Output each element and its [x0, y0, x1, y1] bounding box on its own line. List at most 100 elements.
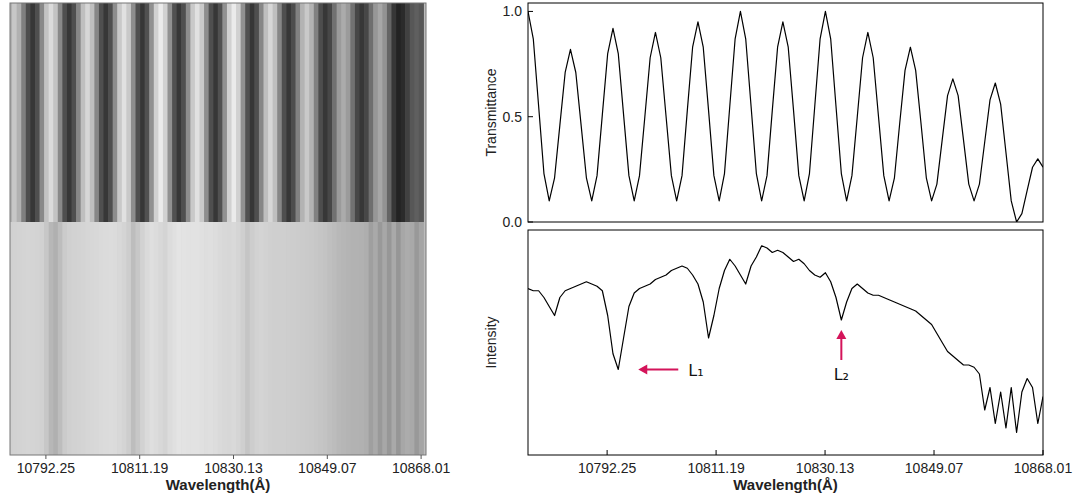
fringe-cell	[222, 3, 227, 222]
y-tick	[528, 11, 533, 12]
fringe-cell	[232, 3, 237, 222]
spectrum-cell	[158, 222, 163, 455]
spectrum-cell	[222, 222, 227, 455]
fringe-cell	[410, 3, 415, 222]
x-tick	[421, 455, 422, 459]
fringe-cell	[154, 3, 159, 222]
fringe-cell	[104, 3, 109, 222]
x-tick-label: 10792.25	[578, 460, 637, 476]
annotation: L₂	[834, 330, 849, 384]
fringe-cell	[391, 3, 396, 222]
fringe-cell	[241, 3, 246, 222]
spectrum-cell	[378, 222, 383, 455]
image-ground	[10, 3, 426, 455]
spectrum-cell	[85, 222, 90, 455]
x-tick	[139, 455, 140, 459]
spectrum-cell	[273, 222, 278, 455]
spectrum-cell	[232, 222, 237, 455]
fringe-cell	[346, 3, 351, 222]
fringe-cell	[44, 3, 49, 222]
fringe-cell	[259, 3, 264, 222]
fringe-cell	[181, 3, 186, 222]
spectrum-cell	[355, 222, 360, 455]
x-tick	[45, 455, 46, 459]
series	[528, 11, 1043, 222]
spectrum-cell	[90, 222, 95, 455]
fringe-cell	[85, 3, 90, 222]
spectrum-cell	[323, 222, 328, 455]
y-tick-label: 0.0	[503, 214, 523, 230]
fringe-cell	[355, 3, 360, 222]
fringe-cell	[58, 3, 63, 222]
spectrum-cell	[154, 222, 159, 455]
annotation-label: L₁	[688, 361, 703, 380]
spectrum-cell	[401, 222, 406, 455]
data-line	[528, 246, 1043, 433]
fringe-cell	[337, 3, 342, 222]
spectrum-cell	[346, 222, 351, 455]
fringe-cell	[359, 3, 364, 222]
spectrum-cell	[149, 222, 154, 455]
spectrum-cell	[172, 222, 177, 455]
spectrum-cell	[396, 222, 401, 455]
fringe-cell	[286, 3, 291, 222]
y-tick-label: 0.5	[503, 109, 523, 125]
x-tick	[825, 450, 826, 455]
spectrum-cell	[26, 222, 31, 455]
spectrum-cell	[122, 222, 127, 455]
fringe-cell	[30, 3, 35, 222]
annotation-label: L₂	[834, 365, 849, 384]
fringe-cell	[186, 3, 191, 222]
spectrum-cell	[305, 222, 310, 455]
fringe-cell	[401, 3, 406, 222]
spectrum-cell	[177, 222, 182, 455]
fringe-cell	[309, 3, 314, 222]
fringe-cell	[213, 3, 218, 222]
fringe-cell	[300, 3, 305, 222]
x-tick-label: 10849.07	[298, 460, 357, 476]
fringe-cell	[373, 3, 378, 222]
y-tick-label: 1.0	[503, 3, 523, 19]
fringe-cell	[12, 3, 17, 222]
x-axis: 10792.2510811.1910830.1310849.0710868.01…	[578, 460, 1072, 493]
spectrum-cell	[332, 222, 337, 455]
x-tick-label: 10811.19	[111, 460, 169, 476]
spectrum-cell	[30, 222, 35, 455]
fringe-cell	[364, 3, 369, 222]
spectrum-cell	[414, 222, 419, 455]
fringe-cell	[273, 3, 278, 222]
spectrum-cell	[104, 222, 109, 455]
x-axis: 10792.2510811.1910830.1310849.0710868.01…	[17, 460, 451, 493]
x-tick-label: 10830.13	[204, 460, 263, 476]
spectrum-cell	[286, 222, 291, 455]
x-tick	[716, 450, 717, 455]
spectrum-cell	[277, 222, 282, 455]
spectrum-cell	[49, 222, 54, 455]
spectrum-cell	[254, 222, 259, 455]
spectrum-cell	[309, 222, 314, 455]
spectrum-cell	[62, 222, 67, 455]
spectrum-cell	[382, 222, 387, 455]
spectrum-cell	[163, 222, 168, 455]
spectrum-cell	[318, 222, 323, 455]
fringe-cell	[40, 3, 45, 222]
fringe-cell	[396, 3, 401, 222]
fringe-cell	[172, 3, 177, 222]
spectrum-cell	[359, 222, 364, 455]
spectrum-cell	[186, 222, 191, 455]
spectrum-cell	[282, 222, 287, 455]
fringe-cell	[158, 3, 163, 222]
fringe-cell	[305, 3, 310, 222]
spectrum-cell	[76, 222, 81, 455]
plot-frame	[528, 230, 1043, 455]
fringe-cell	[314, 3, 319, 222]
spectrum-cell	[136, 222, 141, 455]
y-axis-title: Transmittance	[483, 68, 499, 156]
spectrum-cell	[341, 222, 346, 455]
fringe-cell	[90, 3, 95, 222]
spectrum-cell	[236, 222, 241, 455]
fringe-cell	[268, 3, 273, 222]
fringe-cell	[168, 3, 173, 222]
spectrum-cell	[369, 222, 374, 455]
fringe-cell	[17, 3, 22, 222]
